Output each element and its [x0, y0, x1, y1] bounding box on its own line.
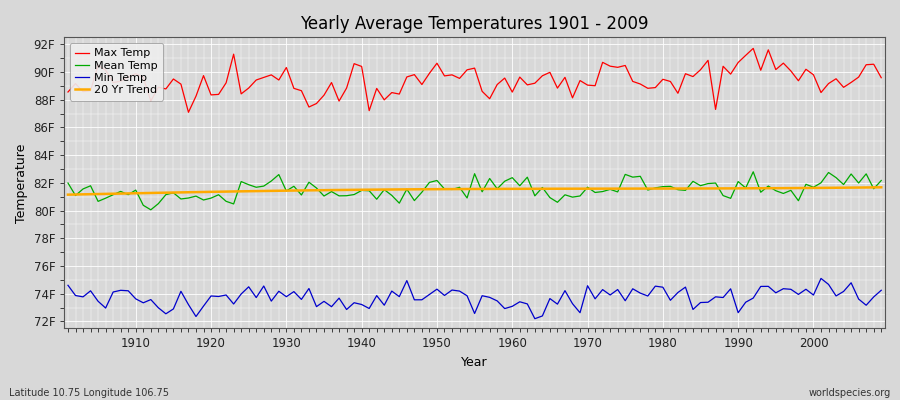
- Min Temp: [289, 289, 300, 294]
- Max Temp: [605, 64, 616, 68]
- Min Temp: [876, 288, 886, 293]
- Max Temp: [122, 75, 133, 80]
- Mean Temp: [507, 175, 517, 180]
- Text: worldspecies.org: worldspecies.org: [809, 388, 891, 398]
- Line: Max Temp: Max Temp: [68, 48, 881, 112]
- Max Temp: [296, 88, 307, 93]
- Line: 20 Yr Trend: 20 Yr Trend: [68, 187, 881, 195]
- Mean Temp: [876, 178, 886, 183]
- Max Temp: [748, 46, 759, 51]
- Max Temp: [341, 86, 352, 90]
- Line: Min Temp: Min Temp: [68, 278, 881, 319]
- 20 Yr Trend: [334, 188, 345, 192]
- Min Temp: [605, 292, 616, 297]
- Max Temp: [515, 75, 526, 80]
- Mean Temp: [748, 169, 759, 174]
- Min Temp: [529, 316, 540, 321]
- Legend: Max Temp, Mean Temp, Min Temp, 20 Yr Trend: Max Temp, Mean Temp, Min Temp, 20 Yr Tre…: [70, 43, 164, 101]
- 20 Yr Trend: [507, 186, 517, 191]
- Mean Temp: [605, 187, 616, 192]
- Min Temp: [122, 288, 133, 293]
- Text: Latitude 10.75 Longitude 106.75: Latitude 10.75 Longitude 106.75: [9, 388, 169, 398]
- 20 Yr Trend: [500, 186, 510, 191]
- Mean Temp: [341, 193, 352, 198]
- Max Temp: [63, 90, 74, 94]
- Mean Temp: [296, 192, 307, 197]
- Mean Temp: [515, 183, 526, 188]
- Min Temp: [815, 276, 826, 281]
- 20 Yr Trend: [598, 186, 608, 191]
- Min Temp: [507, 304, 517, 309]
- Line: Mean Temp: Mean Temp: [68, 172, 881, 210]
- Min Temp: [334, 296, 345, 300]
- Min Temp: [500, 306, 510, 311]
- Min Temp: [63, 283, 74, 288]
- 20 Yr Trend: [289, 188, 300, 193]
- Mean Temp: [122, 192, 133, 197]
- 20 Yr Trend: [876, 185, 886, 190]
- Y-axis label: Temperature: Temperature: [15, 143, 28, 222]
- Max Temp: [876, 75, 886, 80]
- 20 Yr Trend: [122, 191, 133, 196]
- 20 Yr Trend: [63, 192, 74, 197]
- X-axis label: Year: Year: [462, 356, 488, 369]
- Max Temp: [183, 110, 194, 115]
- Mean Temp: [63, 180, 74, 185]
- Title: Yearly Average Temperatures 1901 - 2009: Yearly Average Temperatures 1901 - 2009: [301, 15, 649, 33]
- Max Temp: [507, 90, 517, 94]
- Mean Temp: [146, 208, 157, 212]
